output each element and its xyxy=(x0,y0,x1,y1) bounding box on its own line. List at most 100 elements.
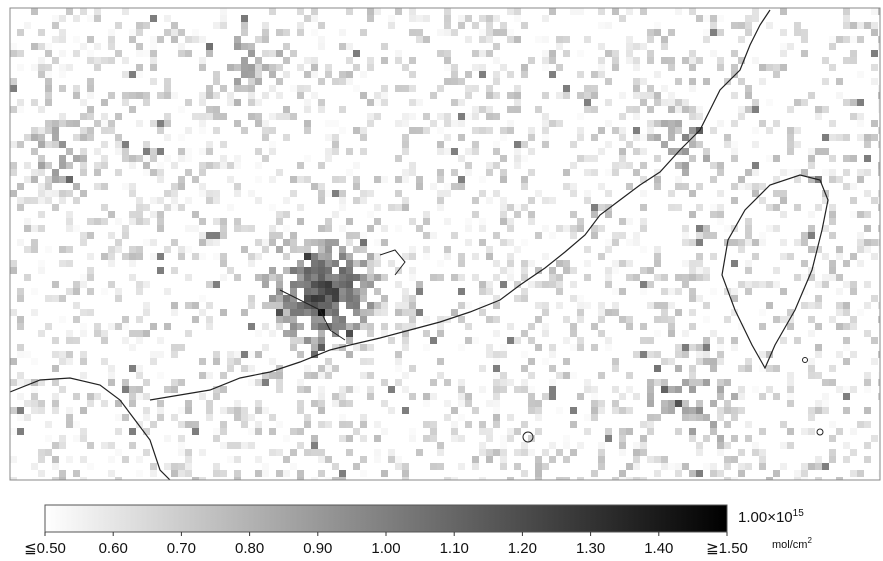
pixel xyxy=(598,22,605,29)
pixel xyxy=(241,43,248,50)
pixel xyxy=(521,183,528,190)
pixel xyxy=(570,344,577,351)
pixel xyxy=(171,351,178,358)
pixel xyxy=(598,330,605,337)
pixel xyxy=(143,239,150,246)
pixel xyxy=(409,99,416,106)
pixel xyxy=(661,36,668,43)
pixel xyxy=(192,225,199,232)
pixel xyxy=(682,414,689,421)
pixel xyxy=(87,288,94,295)
pixel xyxy=(241,85,248,92)
pixel xyxy=(493,295,500,302)
pixel xyxy=(710,421,717,428)
pixel xyxy=(409,246,416,253)
colorbar xyxy=(44,504,728,533)
pixel xyxy=(227,442,234,449)
pixel xyxy=(255,330,262,337)
pixel xyxy=(570,232,577,239)
pixel xyxy=(290,302,297,309)
pixel xyxy=(486,169,493,176)
pixel xyxy=(192,29,199,36)
pixel xyxy=(346,449,353,456)
pixel xyxy=(766,99,773,106)
pixel xyxy=(360,197,367,204)
pixel xyxy=(451,232,458,239)
pixel xyxy=(451,421,458,428)
pixel xyxy=(325,274,332,281)
pixel xyxy=(311,15,318,22)
pixel xyxy=(318,365,325,372)
pixel xyxy=(815,295,822,302)
pixel xyxy=(297,470,304,477)
pixel xyxy=(689,295,696,302)
pixel xyxy=(731,344,738,351)
pixel xyxy=(458,414,465,421)
pixel xyxy=(640,43,647,50)
pixel xyxy=(220,85,227,92)
pixel xyxy=(689,85,696,92)
pixel xyxy=(101,57,108,64)
pixel xyxy=(409,393,416,400)
pixel xyxy=(437,330,444,337)
pixel xyxy=(647,351,654,358)
pixel xyxy=(465,71,472,78)
pixel xyxy=(710,232,717,239)
pixel xyxy=(234,407,241,414)
pixel xyxy=(269,295,276,302)
pixel xyxy=(857,470,864,477)
pixel xyxy=(878,393,880,400)
pixel xyxy=(353,386,360,393)
pixel xyxy=(682,148,689,155)
pixel xyxy=(521,379,528,386)
pixel xyxy=(528,393,535,400)
pixel xyxy=(325,295,332,302)
pixel xyxy=(794,29,801,36)
pixel xyxy=(73,15,80,22)
pixel xyxy=(745,15,752,22)
pixel xyxy=(136,29,143,36)
pixel xyxy=(598,407,605,414)
pixel xyxy=(325,134,332,141)
pixel xyxy=(850,449,857,456)
pixel xyxy=(724,442,731,449)
pixel xyxy=(703,267,710,274)
pixel xyxy=(59,176,66,183)
pixel xyxy=(668,288,675,295)
pixel xyxy=(563,169,570,176)
pixel xyxy=(311,309,318,316)
pixel xyxy=(584,92,591,99)
pixel xyxy=(157,407,164,414)
pixel xyxy=(115,449,122,456)
pixel xyxy=(45,162,52,169)
pixel xyxy=(360,372,367,379)
pixel xyxy=(864,134,871,141)
pixel xyxy=(843,169,850,176)
pixel xyxy=(738,393,745,400)
pixel xyxy=(269,148,276,155)
pixel xyxy=(521,288,528,295)
pixel xyxy=(101,127,108,134)
pixel xyxy=(185,50,192,57)
pixel xyxy=(493,379,500,386)
pixel xyxy=(549,120,556,127)
pixel xyxy=(689,288,696,295)
pixel xyxy=(66,288,73,295)
pixel xyxy=(801,260,808,267)
pixel xyxy=(780,316,787,323)
pixel xyxy=(444,134,451,141)
pixel xyxy=(45,183,52,190)
pixel xyxy=(696,344,703,351)
pixel xyxy=(192,253,199,260)
pixel xyxy=(444,8,451,15)
pixel xyxy=(290,316,297,323)
pixel xyxy=(66,330,73,337)
pixel xyxy=(787,309,794,316)
pixel xyxy=(542,330,549,337)
pixel xyxy=(752,386,759,393)
pixel xyxy=(570,141,577,148)
pixel xyxy=(115,239,122,246)
pixel xyxy=(423,127,430,134)
pixel xyxy=(647,85,654,92)
pixel xyxy=(479,50,486,57)
